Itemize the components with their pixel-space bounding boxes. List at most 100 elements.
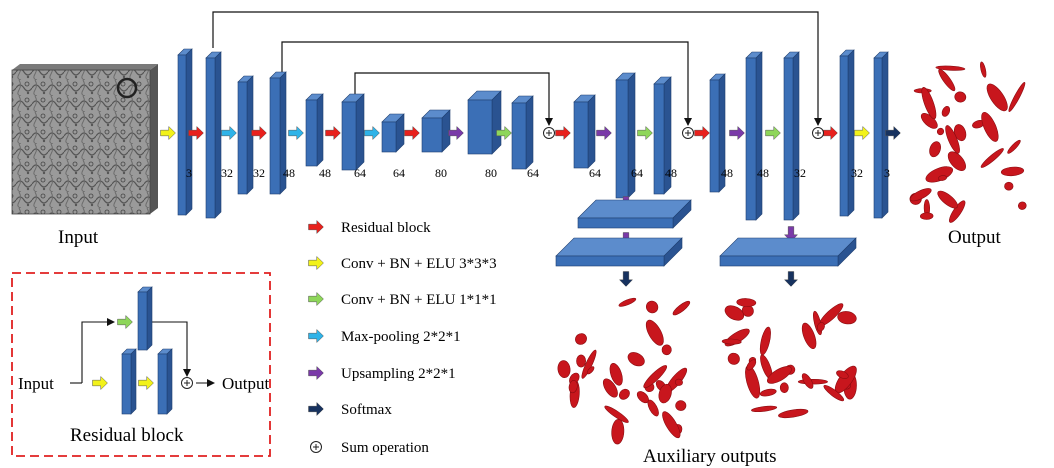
feature-block xyxy=(709,73,726,193)
red-arrow-icon xyxy=(404,125,420,141)
channel-count-label: 32 xyxy=(253,166,265,180)
segmentation-outputs xyxy=(557,61,1027,445)
red-arrow-icon xyxy=(251,125,267,141)
auxiliary-block xyxy=(555,237,683,267)
skip-connections xyxy=(212,11,822,126)
blue-arrow-icon xyxy=(364,125,380,141)
sum-icon xyxy=(682,127,694,139)
green-arrow-icon xyxy=(117,314,133,330)
blue-arrow-icon xyxy=(288,125,304,141)
output-segmentation-image xyxy=(909,61,1027,223)
yellow-arrow-icon xyxy=(308,255,324,271)
feature-block xyxy=(341,93,365,171)
inset-conv-block xyxy=(157,348,173,415)
residual-block-title: Residual block xyxy=(70,425,184,446)
inset-output-label: Output xyxy=(222,374,270,393)
feature-block xyxy=(615,72,636,199)
red-arrow-icon xyxy=(822,125,838,141)
inset-dashed-border xyxy=(11,272,271,457)
feature-block xyxy=(573,94,596,169)
blue-arrow-icon xyxy=(221,125,237,141)
yellow-arrow-icon xyxy=(92,375,108,391)
sum-icon xyxy=(310,441,322,453)
green-arrow-icon xyxy=(765,125,781,141)
skip-connection-3 xyxy=(354,72,553,126)
yellow-arrow-icon xyxy=(138,375,154,391)
skip-connection-2 xyxy=(281,41,692,126)
channel-count-label: 64 xyxy=(393,166,405,180)
legend: Residual block Conv + BN + ELU 3*3*3 Conv … xyxy=(308,219,497,456)
yellow-arrow-icon xyxy=(854,125,870,141)
channel-count-label: 48 xyxy=(721,166,733,180)
purple-arrow-icon xyxy=(448,125,464,141)
green-arrow-icon xyxy=(637,125,653,141)
sum-operations xyxy=(543,127,824,139)
channel-count-label: 48 xyxy=(665,166,677,180)
sum-icon xyxy=(181,377,193,389)
auxiliary-block xyxy=(577,199,692,229)
purple-arrow-icon xyxy=(596,125,612,141)
auxiliary-block xyxy=(719,237,857,267)
output-label: Output xyxy=(948,227,1002,248)
channel-count-label: 32 xyxy=(221,166,233,180)
feature-block xyxy=(653,76,672,195)
skip-connection-1 xyxy=(212,11,822,126)
legend-label: Softmax xyxy=(341,402,392,418)
navy-arrow-icon xyxy=(308,401,324,417)
red-arrow-icon xyxy=(694,125,710,141)
channel-count-label: 32 xyxy=(851,166,863,180)
yellow-arrow-icon xyxy=(160,125,176,141)
purple-arrow-icon xyxy=(729,125,745,141)
red-arrow-icon xyxy=(188,125,204,141)
feature-block xyxy=(381,113,405,153)
red-arrow-icon xyxy=(555,125,571,141)
input-volume xyxy=(11,64,158,215)
feature-block xyxy=(205,51,222,219)
blue-arrow-icon xyxy=(308,328,324,344)
residual-block-inset xyxy=(11,272,271,457)
sum-icon xyxy=(543,127,555,139)
channel-count-label: 64 xyxy=(527,166,539,180)
channel-count-label: 80 xyxy=(435,166,447,180)
legend-label: Conv + BN + ELU 3*3*3 xyxy=(341,256,497,272)
channel-count-label: 64 xyxy=(589,166,601,180)
red-arrow-icon xyxy=(308,219,324,235)
navy-arrow-icon xyxy=(885,125,901,141)
network-blocks xyxy=(177,48,889,221)
inset-conv-block xyxy=(121,348,137,415)
inset-bypass-line xyxy=(152,321,191,377)
channel-count-label: 48 xyxy=(319,166,331,180)
inset-branch-line xyxy=(81,318,115,383)
channel-count-label: 80 xyxy=(485,166,497,180)
channel-count-label: 3 xyxy=(884,166,890,180)
feature-block xyxy=(269,71,287,195)
channel-count-label: 32 xyxy=(794,166,806,180)
channel-count-label: 3 xyxy=(186,166,192,180)
legend-label: Conv + BN + ELU 1*1*1 xyxy=(341,292,497,308)
purple-arrow-icon xyxy=(308,365,324,381)
channel-count-label: 48 xyxy=(283,166,295,180)
legend-label: Upsampling 2*2*1 xyxy=(341,366,456,382)
inset-bypass-conv-block xyxy=(137,286,153,351)
auxiliary-output-1-image xyxy=(557,297,691,445)
feature-block xyxy=(511,95,534,170)
channel-count-label: 64 xyxy=(354,166,366,180)
red-arrow-icon xyxy=(325,125,341,141)
feature-block xyxy=(305,93,324,167)
feature-block xyxy=(839,49,855,217)
flow-arrows xyxy=(160,125,901,141)
navy-arrow-icon xyxy=(783,271,799,287)
legend-label: Max-pooling 2*2*1 xyxy=(341,329,461,345)
channel-count-label: 48 xyxy=(757,166,769,180)
channel-labels: 3 32 32 48 48 64 64 80 80 64 64 64 48 48 48 32 32 3 xyxy=(186,166,890,180)
feature-block xyxy=(421,109,451,153)
feature-block xyxy=(237,75,254,195)
feature-block xyxy=(873,51,889,219)
input-label: Input xyxy=(58,227,99,248)
auxiliary-output-2-image xyxy=(721,298,857,419)
legend-label: Residual block xyxy=(341,220,431,236)
green-arrow-icon xyxy=(308,291,324,307)
green-arrow-icon xyxy=(496,125,512,141)
